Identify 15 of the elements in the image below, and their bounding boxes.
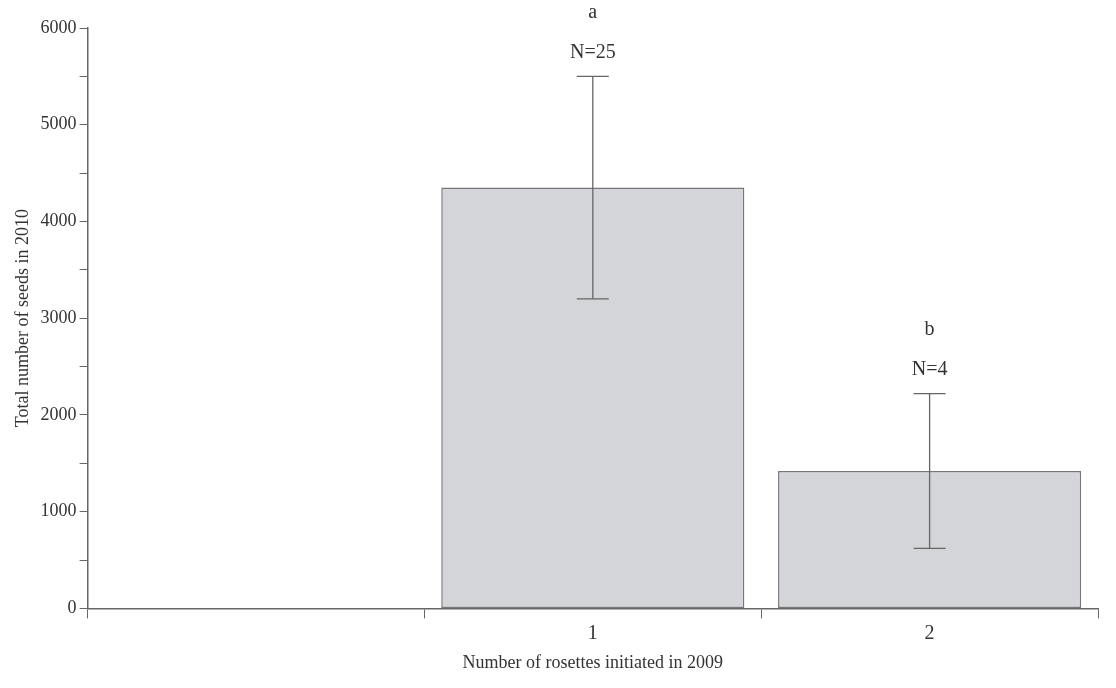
y-tick-label: 1000	[40, 500, 77, 521]
y-tick-label: 3000	[40, 306, 77, 327]
y-tick-label: 2000	[40, 403, 77, 424]
x-axis-title: Number of rosettes initiated in 2009	[462, 651, 724, 672]
text: a	[588, 0, 598, 22]
annotation: b	[924, 316, 935, 339]
y-axis-title: Total number of seeds in 2010	[11, 209, 32, 428]
y-tick-label: 0	[67, 597, 77, 618]
y-tick-label: 4000	[40, 210, 77, 231]
x-tick-label: 1	[587, 620, 598, 643]
y-tick-label: 5000	[40, 113, 77, 134]
annotation: N=25	[569, 39, 616, 62]
x-tick-label: 2	[924, 620, 935, 643]
y-tick-label: 6000	[40, 16, 77, 37]
annotation: N=4	[911, 356, 948, 379]
